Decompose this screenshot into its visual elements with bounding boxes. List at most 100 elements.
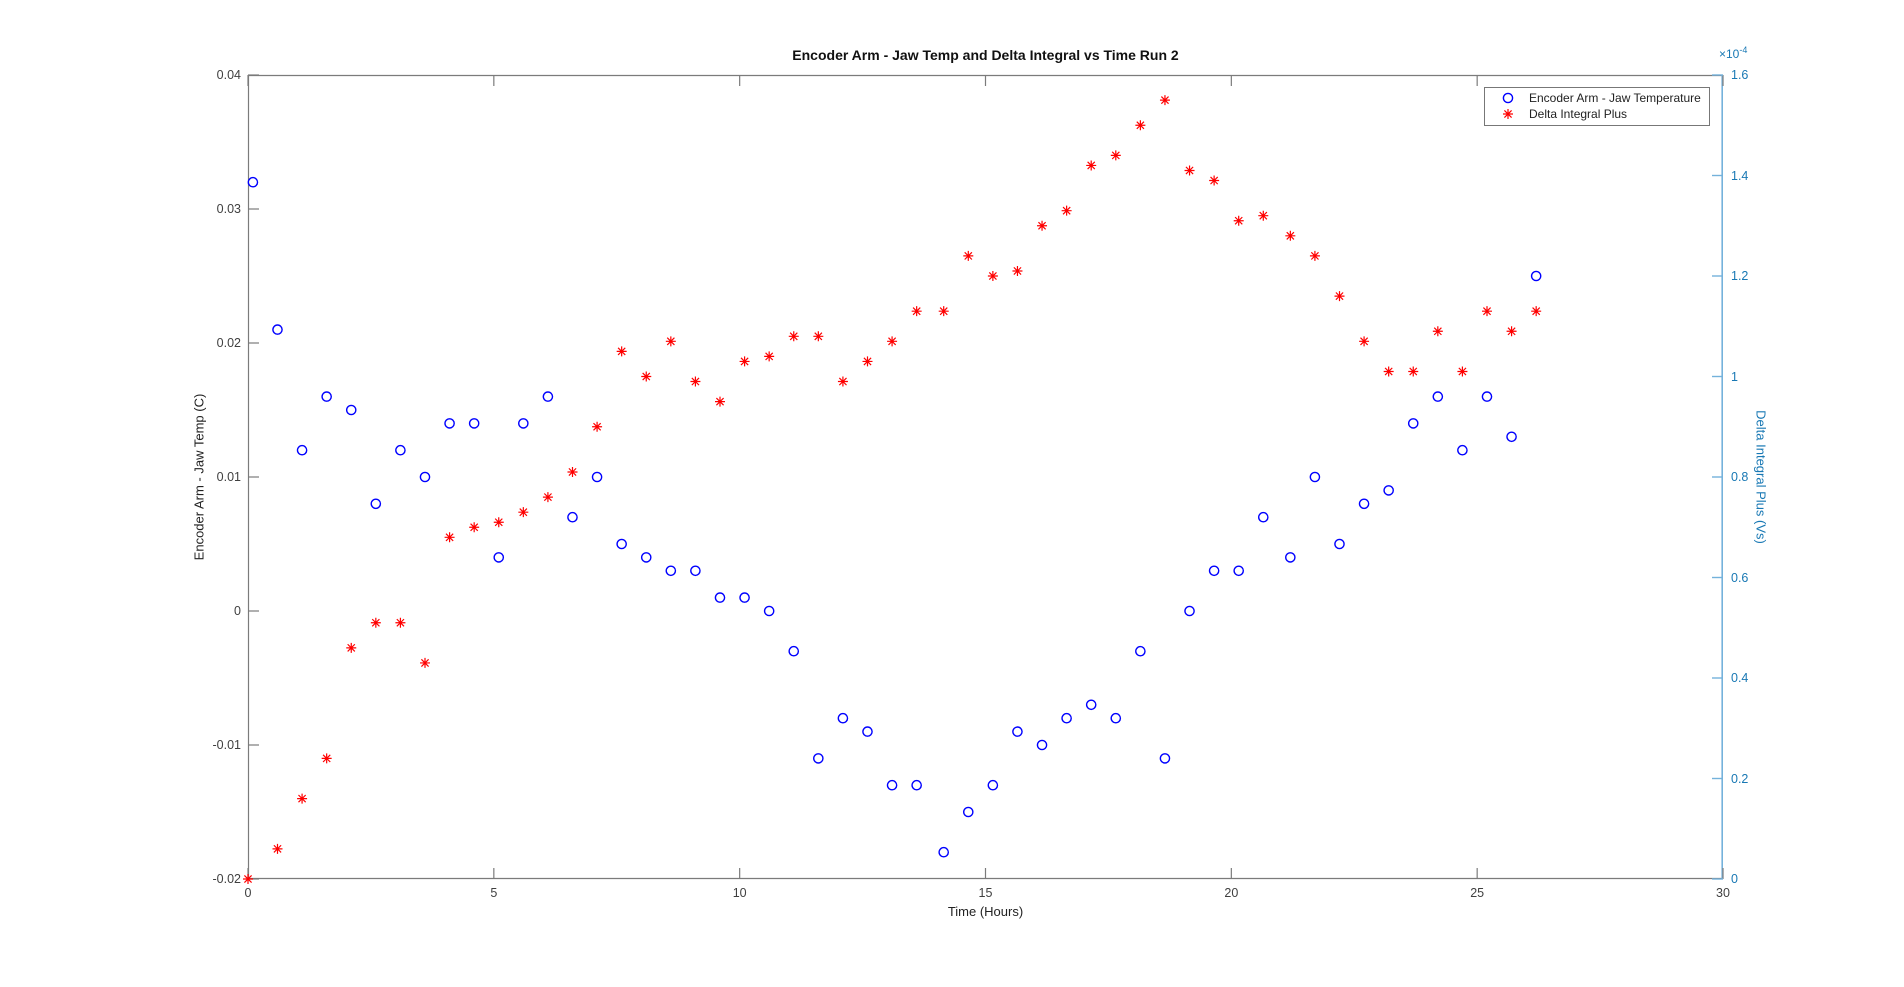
legend-asterisk-marker-icon (1503, 109, 1513, 119)
red-asterisk-marker (788, 331, 799, 342)
red-asterisk-marker (739, 356, 750, 367)
blue-circle-marker (518, 418, 529, 429)
red-asterisk-marker (272, 843, 283, 854)
blue-circle-marker (493, 552, 505, 563)
blue-circle-marker (419, 471, 431, 483)
x-axis-label: Time (Hours) (947, 904, 1024, 919)
left-y-tick-label: 0.03 (216, 202, 241, 216)
red-asterisk-marker (1233, 215, 1244, 226)
blue-circle-marker (813, 753, 824, 764)
blue-circle-marker (739, 592, 750, 603)
red-asterisk-marker (469, 522, 480, 533)
red-asterisk-marker (1159, 95, 1170, 106)
right-y-tick-label: 0.2 (1731, 771, 1749, 786)
plot-area[interactable] (243, 74, 1724, 884)
blue-circle-marker (1481, 391, 1493, 402)
red-asterisk-marker (321, 753, 332, 764)
red-asterisk-marker (1408, 366, 1419, 377)
right-y-axis-label: Delta Integral Plus (Vs) (1753, 410, 1769, 544)
blue-circle-marker (1208, 565, 1220, 577)
blue-circle-marker (1457, 444, 1468, 456)
blue-circle-marker (321, 391, 332, 402)
left-y-tick-label: -0.01 (212, 738, 242, 752)
blue-circle-marker (1334, 538, 1345, 550)
right-y-tick-label: 1.4 (1731, 168, 1749, 183)
red-asterisk-marker (243, 874, 253, 884)
blue-circle-marker (862, 726, 873, 737)
legend-box[interactable]: Encoder Arm - Jaw Temperature Delta Inte… (1484, 87, 1710, 126)
blue-circle-marker (247, 176, 259, 188)
red-asterisk-marker (837, 376, 848, 387)
blue-circle-marker (1506, 431, 1517, 443)
blue-circle-marker (1110, 712, 1122, 724)
red-asterisk-marker (887, 336, 898, 347)
blue-circle-marker (1233, 565, 1245, 577)
blue-circle-marker (1257, 511, 1269, 523)
legend-entry: Delta Integral Plus (1485, 106, 1709, 122)
blue-circle-marker (1383, 485, 1394, 496)
red-asterisk-marker (493, 517, 504, 528)
right-y-tick-label: 1.6 (1731, 68, 1749, 82)
red-asterisk-marker (690, 376, 701, 387)
red-asterisk-marker (987, 271, 998, 281)
blue-circle-marker (665, 565, 677, 577)
red-asterisk-marker (1457, 366, 1468, 377)
blue-circle-marker (272, 324, 283, 335)
right-y-tick-label: 0.8 (1731, 470, 1749, 484)
blue-circle-marker (837, 712, 849, 724)
red-asterisk-marker (518, 507, 529, 518)
blue-circle-marker (911, 779, 922, 791)
blue-circle-marker (567, 511, 578, 523)
plot-canvas (243, 74, 1724, 884)
blue-circle-marker (591, 471, 603, 483)
right-y-tick-label: 1.2 (1731, 269, 1749, 283)
red-asterisk-marker (542, 492, 553, 503)
chart-title: Encoder Arm - Jaw Temp and Delta Integra… (792, 47, 1179, 63)
legend-entry-label: Delta Integral Plus (1529, 107, 1628, 121)
exponent-power: -4 (1739, 45, 1748, 55)
x-tick-label: 15 (978, 886, 993, 900)
red-asterisk-marker (395, 617, 406, 628)
red-asterisk-marker (444, 532, 455, 543)
blue-circle-marker (1159, 753, 1171, 764)
x-tick-label: 10 (732, 886, 747, 900)
red-asterisk-marker (1531, 306, 1542, 317)
red-asterisk-marker (813, 331, 824, 342)
right-y-tick-label: 0.6 (1731, 570, 1749, 585)
red-asterisk-marker (1359, 336, 1370, 347)
series-temperature (247, 176, 1542, 858)
red-asterisk-marker (1110, 150, 1121, 161)
blue-circle-marker (886, 779, 898, 791)
x-tick-label: 30 (1716, 886, 1730, 900)
red-asterisk-marker (1285, 230, 1296, 241)
red-asterisk-marker (1506, 326, 1517, 337)
red-asterisk-marker (1258, 210, 1269, 221)
x-tick-label: 0 (244, 886, 252, 900)
red-asterisk-marker (616, 346, 627, 357)
red-asterisk-marker (665, 336, 676, 347)
blue-circle-marker (395, 444, 406, 456)
blue-circle-marker (444, 418, 455, 429)
red-asterisk-marker (1061, 205, 1072, 216)
blue-circle-marker (616, 538, 627, 550)
right-axis-exponent-label: ×10-4 (1719, 45, 1747, 61)
blue-circle-marker (1502, 92, 1514, 104)
legend-circle-marker-icon (1502, 92, 1514, 104)
blue-circle-marker (690, 565, 701, 577)
right-y-tick-label: 0.4 (1731, 671, 1749, 685)
red-asterisk-marker (1432, 326, 1443, 337)
red-asterisk-marker (1184, 165, 1195, 176)
blue-circle-marker (1061, 712, 1072, 724)
blue-circle-marker (1184, 605, 1195, 617)
red-asterisk-marker (1012, 265, 1023, 276)
red-asterisk-marker (592, 421, 603, 432)
blue-circle-marker (1036, 739, 1048, 751)
x-tick-label: 25 (1470, 886, 1485, 900)
red-asterisk-marker (370, 617, 381, 628)
red-asterisk-marker (567, 466, 578, 477)
x-tick-label: 5 (490, 886, 498, 900)
blue-circle-marker (1085, 699, 1097, 711)
red-asterisk-marker (297, 793, 308, 804)
blue-circle-marker (640, 552, 652, 563)
